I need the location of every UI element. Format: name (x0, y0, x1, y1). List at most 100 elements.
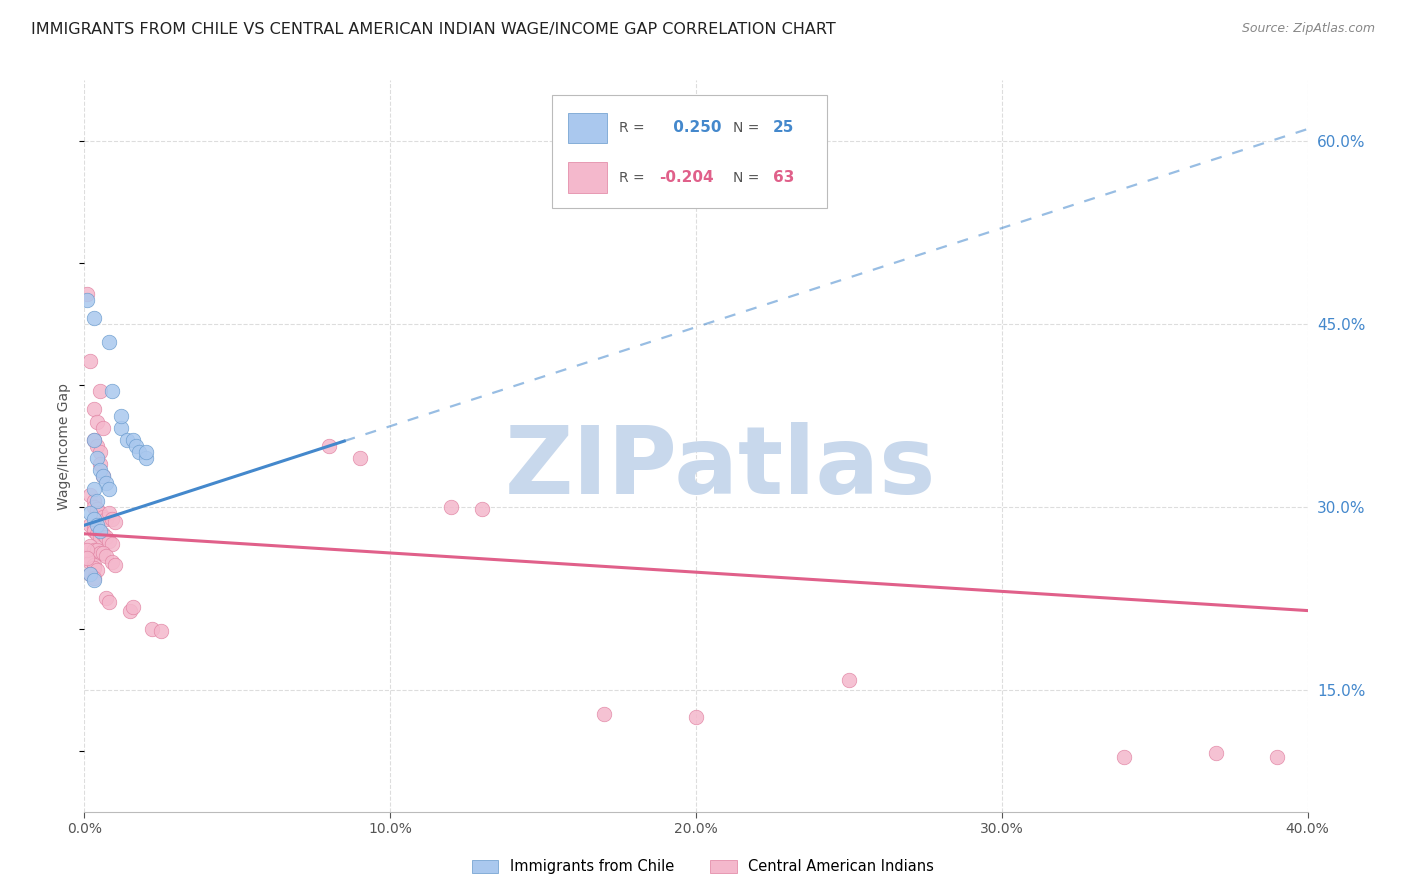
Point (91, 469, 114, 483)
FancyBboxPatch shape (551, 95, 827, 209)
Text: 63: 63 (773, 170, 794, 186)
Point (440, 500, 463, 514)
Point (89, 530, 111, 544)
FancyBboxPatch shape (568, 162, 606, 193)
Point (1265, 749, 1288, 764)
Text: 25: 25 (773, 120, 794, 136)
Text: Source: ZipAtlas.com: Source: ZipAtlas.com (1241, 22, 1375, 36)
Point (86, 563, 108, 577)
Point (94, 549, 117, 563)
Point (97, 506, 120, 520)
Point (83, 571, 105, 585)
Point (83, 573, 105, 587)
Text: R =: R = (619, 121, 650, 135)
Point (89, 506, 111, 520)
Point (83, 542, 105, 557)
Point (86, 493, 108, 508)
Point (91, 420, 114, 434)
Point (89, 445, 111, 459)
Point (76, 551, 98, 566)
Point (83, 482, 105, 496)
Point (94, 512, 117, 526)
Point (89, 384, 111, 398)
Point (104, 515, 127, 529)
Point (471, 502, 494, 516)
Point (79, 518, 101, 533)
Point (79, 539, 101, 553)
Point (83, 493, 105, 508)
Point (89, 463, 111, 477)
Text: N =: N = (733, 170, 763, 185)
Point (83, 310, 105, 325)
Point (122, 433, 145, 447)
Point (86, 518, 108, 533)
Point (101, 384, 124, 398)
Text: -0.204: -0.204 (659, 170, 714, 186)
Point (115, 433, 138, 447)
Point (83, 524, 105, 539)
Point (125, 439, 148, 453)
Point (149, 624, 172, 639)
Point (97, 595, 120, 609)
Y-axis label: Wage/Income Gap: Wage/Income Gap (58, 383, 72, 509)
Point (141, 622, 163, 636)
Point (86, 451, 108, 466)
Text: 0.250: 0.250 (668, 120, 721, 136)
Point (120, 603, 142, 617)
Point (685, 709, 707, 723)
Point (86, 439, 108, 453)
Point (349, 451, 371, 466)
Point (83, 561, 105, 575)
Point (97, 335, 120, 350)
Point (128, 445, 150, 459)
Point (86, 506, 108, 520)
Legend: Immigrants from Chile, Central American Indians: Immigrants from Chile, Central American … (465, 854, 941, 880)
Point (83, 558, 105, 573)
Point (89, 524, 111, 539)
FancyBboxPatch shape (568, 112, 606, 144)
Point (79, 353, 101, 368)
Point (94, 475, 117, 490)
Point (318, 439, 340, 453)
Point (101, 536, 124, 550)
Point (97, 534, 120, 549)
Point (101, 512, 124, 526)
Text: N =: N = (733, 121, 763, 135)
Point (83, 402, 105, 417)
Point (1205, 746, 1227, 760)
Point (86, 526, 108, 541)
Point (79, 555, 101, 569)
Point (110, 409, 132, 423)
Point (83, 521, 105, 535)
Point (94, 591, 117, 606)
Point (86, 542, 108, 557)
Point (83, 433, 105, 447)
Point (79, 567, 101, 582)
Point (104, 558, 127, 573)
Point (79, 488, 101, 502)
Point (110, 420, 132, 434)
Point (91, 509, 114, 524)
Point (122, 599, 145, 614)
Point (83, 512, 105, 526)
Point (86, 502, 108, 516)
Point (94, 530, 117, 544)
Point (79, 506, 101, 520)
Point (97, 482, 120, 496)
Point (89, 546, 111, 560)
Point (76, 542, 98, 557)
Point (135, 451, 157, 466)
Point (79, 567, 101, 582)
Point (1114, 749, 1136, 764)
Point (86, 415, 108, 429)
Point (838, 673, 860, 687)
Point (76, 293, 98, 307)
Point (83, 433, 105, 447)
Point (83, 500, 105, 514)
Point (89, 457, 111, 471)
Point (91, 526, 114, 541)
Point (91, 546, 114, 560)
Point (593, 707, 616, 722)
Text: ZIPatlas: ZIPatlas (505, 422, 936, 514)
Point (101, 555, 124, 569)
